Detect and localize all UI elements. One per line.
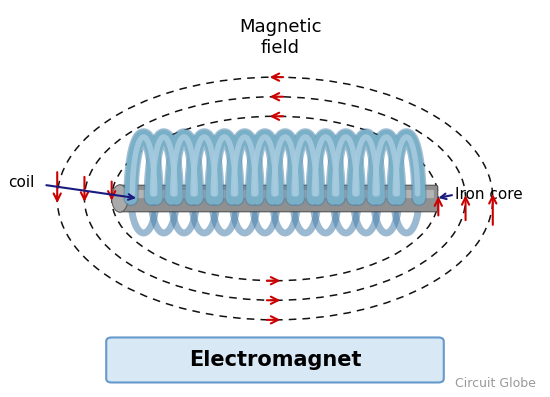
Text: coil: coil <box>8 175 35 190</box>
FancyBboxPatch shape <box>106 337 444 382</box>
FancyBboxPatch shape <box>122 190 434 198</box>
Text: Electromagnet: Electromagnet <box>189 350 361 370</box>
FancyBboxPatch shape <box>118 185 438 212</box>
Text: Iron core: Iron core <box>455 187 522 202</box>
Ellipse shape <box>112 185 128 212</box>
Text: Magnetic
field: Magnetic field <box>239 18 322 57</box>
Text: Circuit Globe: Circuit Globe <box>455 377 536 390</box>
